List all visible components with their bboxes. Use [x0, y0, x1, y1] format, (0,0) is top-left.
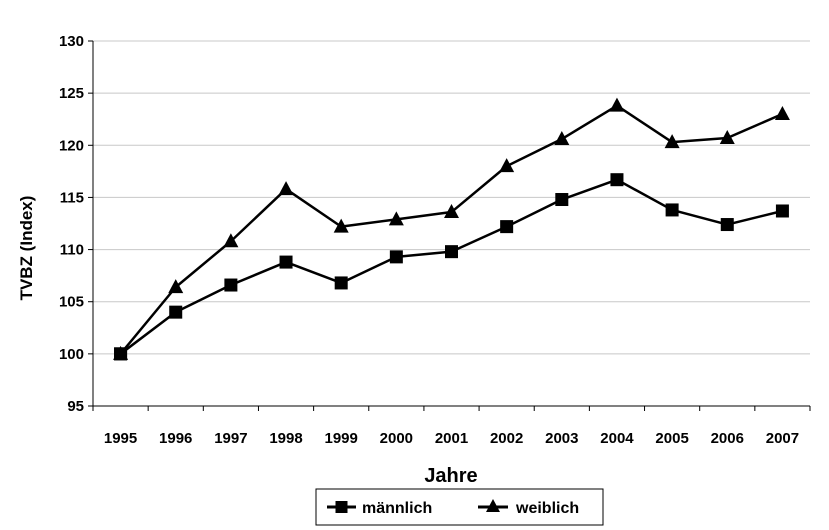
data-point-maennlich-2000	[389, 250, 403, 264]
data-point-weiblich-2005	[664, 134, 680, 149]
x-tick-label-1999: 1999	[325, 430, 358, 447]
legend-marker-triangle-icon	[486, 499, 500, 512]
legend-box	[315, 488, 604, 526]
data-point-weiblich-2002	[499, 158, 515, 173]
data-point-weiblich-2001	[444, 204, 459, 219]
legend-label-maennlich: männlich	[362, 500, 432, 517]
data-point-weiblich-2006	[719, 129, 735, 144]
data-point-maennlich-2002	[500, 220, 514, 234]
y-tick-label-105: 105	[59, 294, 84, 311]
y-tick-label-120: 120	[59, 137, 84, 154]
data-point-weiblich-2007	[774, 106, 790, 120]
data-point-weiblich-2004	[609, 97, 625, 112]
data-point-maennlich-2001	[445, 245, 458, 259]
x-tick-label-1998: 1998	[269, 430, 302, 447]
data-point-weiblich-2003	[554, 131, 570, 146]
x-tick-label-1997: 1997	[214, 430, 247, 447]
y-tick-label-110: 110	[60, 242, 84, 259]
data-point-weiblich-1999	[333, 218, 349, 233]
y-tick-label-115: 115	[60, 189, 84, 206]
series-layer	[113, 97, 790, 361]
x-tick-labels: 1995 1996 1997 1998 1999 2000 2001 2002 2003 2004…	[104, 430, 799, 447]
data-point-maennlich-1996	[169, 305, 183, 319]
data-point-maennlich-2005	[665, 203, 679, 217]
series-line-weiblich	[119, 104, 783, 355]
x-axis-title: Jahre	[424, 465, 477, 487]
y-tick-label-130: 130	[59, 33, 84, 50]
x-tick-label-1995: 1995	[104, 430, 137, 447]
data-point-weiblich-1996	[168, 279, 184, 294]
data-point-maennlich-2004	[610, 173, 624, 187]
gridlines	[93, 40, 810, 355]
data-point-weiblich-1998	[278, 181, 294, 196]
y-tick-label-100: 100	[59, 346, 84, 363]
y-tick-labels: 95 100 105 110 115 120 125 130	[59, 33, 84, 415]
data-point-maennlich-1998	[279, 255, 293, 269]
x-tick-label-2004: 2004	[600, 430, 634, 447]
data-point-maennlich-1997	[224, 278, 238, 292]
data-point-maennlich-1999	[334, 276, 348, 290]
x-tick-label-1996: 1996	[159, 430, 192, 447]
legend-label-weiblich: weiblich	[515, 500, 579, 517]
y-tick-label-125: 125	[59, 85, 84, 102]
x-tick-label-2007: 2007	[766, 430, 799, 447]
data-point-maennlich-2007	[775, 204, 789, 218]
x-tick-label-2001: 2001	[435, 430, 468, 447]
legend: männlich weiblich	[315, 488, 604, 526]
x-tick-label-2003: 2003	[545, 430, 578, 447]
data-point-weiblich-1997	[223, 233, 239, 248]
axes	[88, 40, 811, 411]
x-tick-label-2000: 2000	[380, 430, 413, 447]
x-tick-label-2006: 2006	[711, 430, 744, 447]
data-point-overlay-1995	[114, 347, 128, 361]
data-point-maennlich-2006	[720, 218, 734, 232]
x-tick-label-2002: 2002	[490, 430, 523, 447]
y-tick-label-95: 95	[67, 398, 84, 415]
data-point-maennlich-2003	[555, 193, 569, 207]
y-axis-title: TVBZ (Index)	[17, 196, 36, 301]
legend-marker-square-icon	[335, 501, 348, 513]
x-tick-label-2005: 2005	[655, 430, 688, 447]
data-point-weiblich-2000	[388, 211, 404, 226]
